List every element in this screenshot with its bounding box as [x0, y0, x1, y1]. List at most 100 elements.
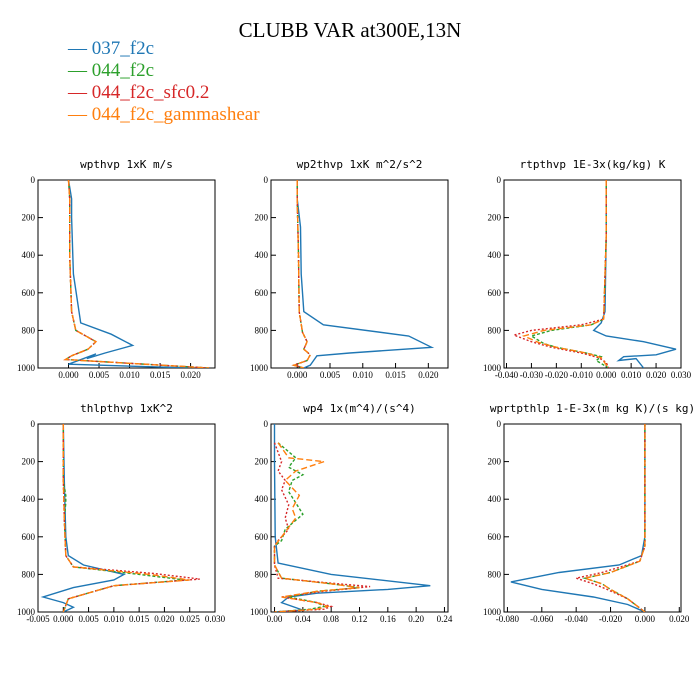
- x-tick-label: 0.020: [154, 614, 175, 624]
- x-tick-label: 0.015: [150, 370, 171, 380]
- x-tick-label: 0.24: [437, 614, 453, 624]
- x-tick-label: -0.040: [565, 614, 589, 624]
- y-tick-label: 400: [488, 250, 502, 260]
- x-tick-label: 0.015: [129, 614, 150, 624]
- series-line-037_f2c: [67, 180, 191, 368]
- y-tick-label: 0: [264, 419, 269, 429]
- series-line-037_f2c: [592, 180, 677, 368]
- y-tick-label: 600: [255, 288, 269, 298]
- x-tick-label: 0.025: [180, 614, 201, 624]
- y-tick-label: 0: [31, 419, 36, 429]
- x-tick-label: 0.005: [89, 370, 110, 380]
- chart-panel: wpthvp 1xK m/s 0 200 400 600 800 1000 0.000 0.00…: [17, 158, 216, 380]
- x-tick-label: 0.005: [320, 370, 341, 380]
- legend-item: — 044_f2c_gammashear: [68, 104, 260, 125]
- x-tick-label: 0.020: [669, 614, 690, 624]
- x-tick-label: 0.010: [104, 614, 125, 624]
- y-tick-label: 400: [488, 494, 502, 504]
- series-line-044_f2c: [63, 180, 209, 368]
- x-tick-label: 0.010: [353, 370, 374, 380]
- y-tick-label: 200: [22, 457, 36, 467]
- y-tick-label: 1000: [250, 607, 269, 617]
- x-tick-label: 0.015: [385, 370, 406, 380]
- x-tick-label: 0.04: [295, 614, 311, 624]
- y-tick-label: 600: [22, 532, 36, 542]
- y-tick-label: 200: [255, 457, 269, 467]
- x-tick-label: -0.005: [26, 614, 50, 624]
- series-line-044_f2c: [529, 180, 610, 368]
- x-tick-label: 0.010: [119, 370, 140, 380]
- y-tick-label: 1000: [17, 607, 36, 617]
- series-line-044_f2c: [273, 442, 360, 612]
- chart-panel: rtpthvp 1E-3x(kg/kg) K02004006008001000-…: [483, 158, 692, 380]
- x-tick-label: -0.040: [495, 370, 519, 380]
- y-tick-label: 400: [255, 250, 269, 260]
- y-tick-label: 800: [255, 569, 269, 579]
- panel-title: wp2thvp 1xK m^2/s^2: [297, 158, 423, 171]
- x-tick-label: 0.030: [205, 614, 226, 624]
- plot-frame: [37, 179, 216, 369]
- series-line-037_f2c: [510, 424, 646, 612]
- x-tick-label: -0.080: [496, 614, 520, 624]
- y-tick-label: 600: [255, 532, 269, 542]
- x-tick-label: 0.010: [621, 370, 642, 380]
- series-line-044_f2c: [582, 424, 646, 612]
- series-line-044_f2c: [291, 180, 312, 368]
- x-tick-label: -0.020: [599, 614, 623, 624]
- series-line-044_f2c_gammashear: [521, 180, 610, 368]
- series-line-037_f2c: [296, 180, 435, 368]
- x-tick-label: -0.060: [530, 614, 554, 624]
- series-line-044_f2c_gammashear: [62, 424, 190, 612]
- series-line-044_f2c_sfc0.2: [511, 180, 610, 368]
- panel-title: wprtpthlp 1-E-3x(m kg K)/(s kg): [490, 402, 695, 415]
- y-tick-label: 600: [22, 288, 36, 298]
- y-tick-label: 600: [488, 288, 502, 298]
- x-tick-label: 0.12: [352, 614, 368, 624]
- y-tick-label: 0: [497, 419, 502, 429]
- plot-frame: [503, 179, 682, 369]
- chart-panel: wprtpthlp 1-E-3x(m kg K)/(s kg) 0 200 400 60…: [483, 402, 695, 624]
- chart-panel: wp2thvp 1xK m^2/s^2 0 200 400 600 800 1000 0.00…: [250, 158, 449, 380]
- panel-title: rtpthvp 1E-3x(kg/kg) K: [520, 158, 666, 171]
- y-tick-label: 200: [255, 213, 269, 223]
- y-tick-label: 800: [488, 569, 502, 579]
- legend-item: — 037_f2c: [68, 38, 155, 59]
- x-tick-label: 0.020: [180, 370, 201, 380]
- y-tick-label: 800: [22, 569, 36, 579]
- x-tick-label: 0.08: [323, 614, 339, 624]
- plot-frame: [37, 423, 216, 613]
- series-line-037_f2c: [273, 424, 431, 612]
- series-line-044_f2c_gammashear: [273, 442, 360, 612]
- y-tick-label: 800: [488, 325, 502, 335]
- series-line-044_f2c_sfc0.2: [291, 180, 312, 368]
- series-line-044_f2c_gammashear: [291, 180, 312, 368]
- y-tick-label: 600: [488, 532, 502, 542]
- legend-item: — 044_f2c_sfc0.2: [68, 82, 210, 103]
- x-tick-label: -0.020: [545, 370, 569, 380]
- y-tick-label: 0: [31, 175, 36, 185]
- y-tick-label: 1000: [250, 363, 269, 373]
- y-tick-label: 0: [497, 175, 502, 185]
- x-tick-label: 0.000: [596, 370, 617, 380]
- x-tick-label: 0.020: [418, 370, 439, 380]
- plot-frame: [503, 423, 682, 613]
- y-tick-label: 200: [22, 213, 36, 223]
- plot-frame: [270, 423, 449, 613]
- y-tick-label: 1000: [17, 363, 36, 373]
- series-line-044_f2c_sfc0.2: [573, 424, 646, 612]
- y-tick-label: 0: [264, 175, 269, 185]
- y-tick-label: 1000: [483, 363, 502, 373]
- legend: — 037_f2c — 044_f2c — 044_f2c_sfc0.2— 044_…: [68, 38, 260, 126]
- x-tick-label: 0.16: [380, 614, 396, 624]
- x-tick-label: 0.030: [671, 370, 692, 380]
- y-tick-label: 800: [22, 325, 36, 335]
- y-tick-label: 200: [488, 457, 502, 467]
- panel-title: wp4 1x(m^4)/(s^4): [303, 402, 416, 415]
- x-tick-label: 0.000: [287, 370, 308, 380]
- y-tick-label: 1000: [483, 607, 502, 617]
- figure-title: CLUBB VAR at300E,13N: [238, 18, 462, 42]
- series-line-044_f2c_gammashear: [63, 180, 209, 368]
